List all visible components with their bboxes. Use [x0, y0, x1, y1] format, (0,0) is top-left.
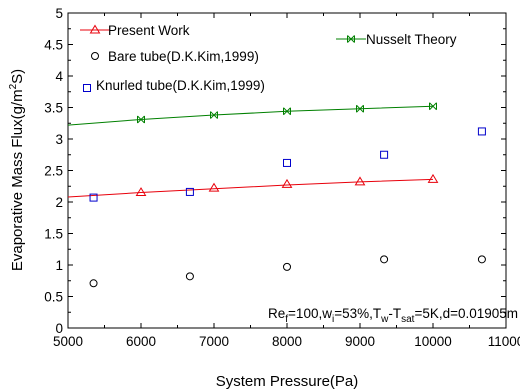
y-tick-label: 2.5	[44, 164, 63, 179]
data-point-circle	[283, 262, 291, 271]
data-point-circle	[89, 279, 98, 288]
data-point-triangle	[135, 187, 147, 197]
annotation-sub-i: i	[332, 314, 334, 325]
data-point-triangle	[354, 176, 366, 186]
data-point-square	[477, 127, 486, 136]
series-present-work	[67, 173, 439, 198]
series-line	[67, 105, 434, 126]
data-point-circle	[185, 272, 194, 281]
annotation-sub-w: w	[380, 314, 389, 325]
data-point-square	[185, 187, 194, 196]
legend-label-present-work: Present Work	[108, 23, 190, 38]
series-line	[67, 178, 434, 198]
legend-marker-bare-tube	[91, 52, 99, 60]
x-axis-ticks	[67, 13, 507, 328]
y-tick-label: 3	[55, 132, 63, 147]
x-tick-label: 6000	[126, 334, 156, 349]
data-point-bowtie	[137, 115, 145, 124]
legend-marker-present-work	[89, 24, 101, 34]
y-axis-title-main: Evaporative Mass Flux(g/m	[9, 89, 26, 271]
y-tick-label: 2	[55, 195, 63, 210]
x-tick-label: 7000	[199, 334, 229, 349]
annotation-tw: =53%,T	[334, 306, 381, 321]
data-point-bowtie	[283, 107, 291, 116]
y-axis-tick-labels: 0 0.5 1 1.5 2 2.5 3 3.5 4 4.5 5	[44, 6, 63, 336]
annotation-tsat: -T	[388, 306, 401, 321]
y-tick-label: 4	[55, 69, 63, 84]
data-point-bowtie	[429, 102, 437, 111]
y-tick-label: 0	[55, 321, 63, 336]
y-axis-ticks	[68, 12, 506, 329]
y-tick-label: 1	[55, 258, 63, 273]
data-point-square	[89, 193, 98, 202]
annotation-wi: =100,w	[288, 306, 332, 321]
series-bare-tube-d-k-kim-1999	[89, 255, 486, 288]
y-axis-title-tail: S)	[9, 69, 26, 84]
y-axis-title-superscript: 2	[8, 83, 19, 89]
series-nusselt-theory	[67, 102, 437, 126]
y-axis-title: Evaporative Mass Flux(g/m2S)	[8, 69, 26, 271]
series-layer	[67, 102, 486, 288]
legend-entry-nusselt-theory: Nusselt Theory	[336, 32, 457, 47]
legend-label-knurled-tube: Knurled tube(D.K.Kim,1999)	[96, 78, 265, 93]
legend-label-bare-tube: Bare tube(D.K.Kim,1999)	[108, 49, 259, 64]
annotation-sub-sat: sat	[401, 314, 415, 325]
data-point-square	[380, 150, 389, 159]
y-tick-label: 1.5	[44, 227, 63, 242]
data-point-bowtie	[356, 104, 364, 113]
legend-marker-nusselt-theory	[347, 35, 355, 43]
y-tick-label: 5	[55, 6, 63, 21]
conditions-annotation: Ref=100,wi=53%,Tw-Tsat=5K,d=0.01905m	[268, 306, 518, 325]
data-point-triangle	[427, 173, 439, 183]
y-tick-label: 4.5	[44, 38, 63, 53]
data-point-circle	[380, 255, 389, 264]
x-tick-label: 9000	[345, 334, 375, 349]
legend-marker-knurled-tube	[83, 84, 91, 92]
data-point-triangle	[281, 178, 293, 188]
x-tick-label: 8000	[272, 334, 302, 349]
annotation-sub-f: f	[285, 314, 288, 325]
annotation-re: Re	[268, 306, 285, 321]
annotation-dimension: =5K,d=0.01905m	[414, 306, 518, 321]
data-point-bowtie	[210, 111, 218, 119]
legend: Present Work Bare tube(D.K.Kim,1999) Knu…	[80, 23, 457, 93]
legend-entry-knurled-tube: Knurled tube(D.K.Kim,1999)	[83, 78, 265, 93]
y-tick-label: 0.5	[44, 290, 63, 305]
series-knurled-tube-d-k-kim-1999	[89, 127, 486, 202]
data-point-circle	[477, 255, 486, 264]
legend-label-nusselt-theory: Nusselt Theory	[366, 32, 457, 47]
data-point-triangle	[208, 182, 220, 192]
x-tick-label: 10000	[414, 334, 452, 349]
legend-entry-bare-tube: Bare tube(D.K.Kim,1999)	[91, 49, 259, 64]
legend-entry-present-work: Present Work	[80, 23, 190, 38]
x-tick-label: 5000	[53, 334, 83, 349]
y-tick-label: 3.5	[44, 101, 63, 116]
data-point-square	[283, 158, 291, 167]
x-axis-title: System Pressure(Pa)	[216, 373, 359, 390]
